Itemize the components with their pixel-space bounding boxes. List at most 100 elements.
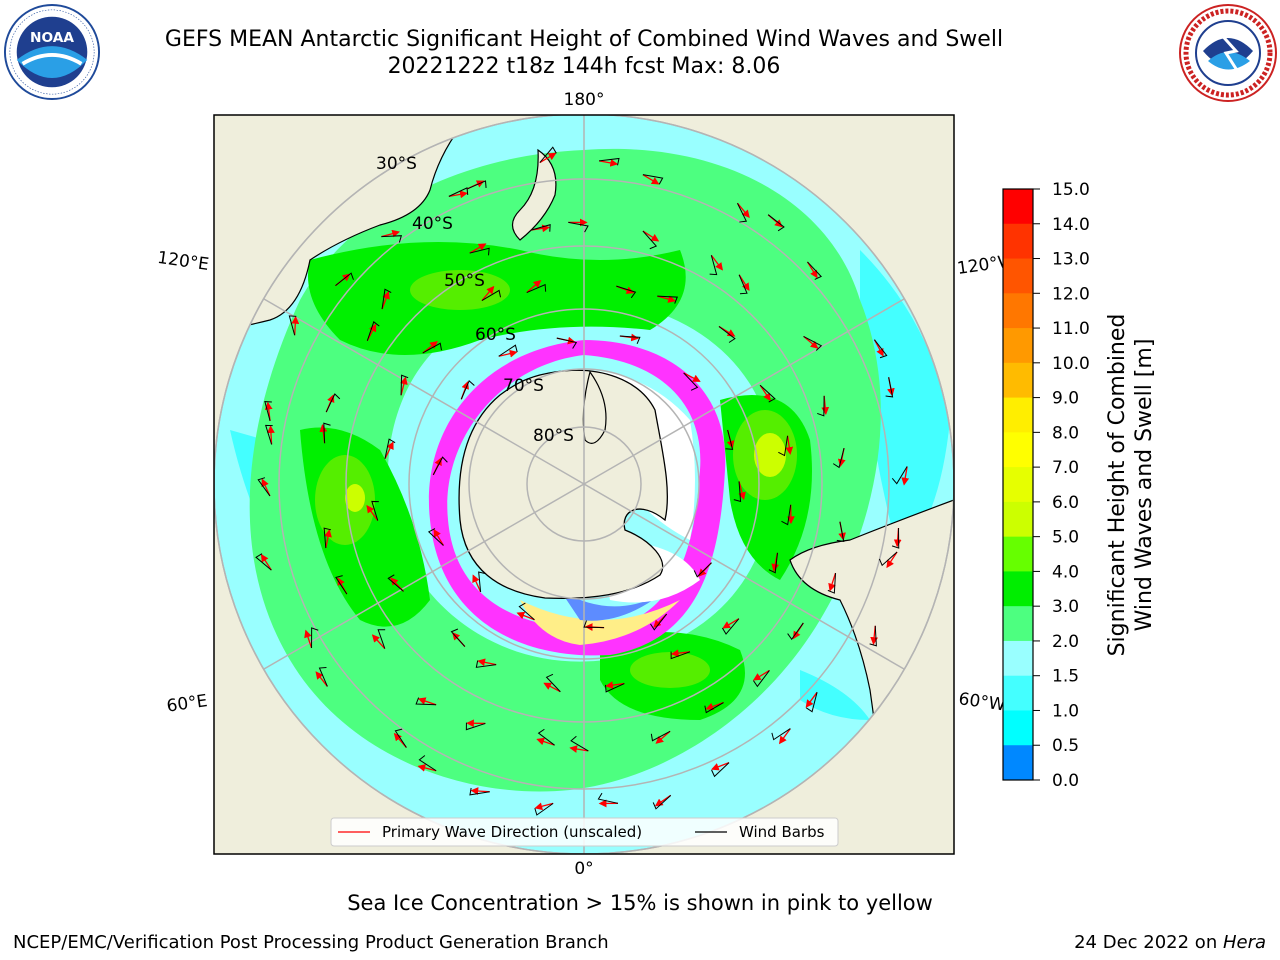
wave-direction-arrow [806,261,818,279]
wind-barb [534,802,554,816]
wind-barb [725,429,734,450]
wind-barb [874,339,888,359]
footer-date-text: 24 Dec 2022 on [1074,932,1223,953]
wave-direction-arrow [886,551,898,569]
colorbar-tick-label: 14.0 [1052,215,1090,235]
wind-barb [738,274,748,295]
colorbar-tick-label: 10.0 [1052,354,1090,374]
colorbar-swatch [1003,293,1033,329]
wind-barb [465,722,486,731]
wave-direction-arrow [381,229,401,238]
colorbar-tick-label: 13.0 [1052,250,1090,270]
colorbar-tick-label: 7.0 [1052,458,1079,478]
wind-barb [371,500,379,521]
wave-direction-arrow [655,730,671,744]
colorbar-tick-label: 8.0 [1052,423,1079,443]
wind-barb [807,261,822,280]
wave-direction-arrow [481,285,495,302]
sea-ice-yellow [520,600,680,645]
wind-barb [778,435,789,457]
wind-barb [432,456,448,476]
colorbar-tick-label: 12.0 [1052,284,1090,304]
wave-direction-arrow [738,481,746,501]
wave-band-1-5m [800,670,870,720]
wave-direction-arrow [304,629,313,649]
wave-band-5-6m [315,455,375,545]
lat-label-80s: 80°S [533,426,574,446]
wind-barb [650,730,671,742]
wind-barb [335,575,348,595]
wind-barb [805,692,818,713]
wave-direction-arrow [477,658,497,667]
wind-barb [827,573,837,594]
wave-direction-arrow [710,254,723,271]
wind-barb [450,628,466,647]
wind-barb [422,342,442,354]
wind-barb [781,504,792,526]
lat-label-70s: 70°S [503,376,544,396]
wind-barb [604,683,625,693]
wave-direction-arrow [260,553,272,571]
wind-barb [768,552,778,574]
wave-direction-arrow [805,691,818,708]
wind-barb [693,562,712,578]
colorbar-tick-label: 11.0 [1052,319,1090,339]
colorbar-label-line1: Significant Height of Combined [1105,314,1130,657]
wind-barb [878,551,898,567]
footer-credit: NCEP/EMC/Verification Post Processing Pr… [13,932,609,953]
colorbar-swatch [1003,745,1033,781]
wind-barb [288,315,297,336]
wind-barb [377,629,386,649]
wind-barb [475,660,497,668]
noaa-logo-text: NOAA [30,30,74,46]
wind-barb [733,481,742,503]
wind-barb [642,230,658,250]
wave-direction-arrow [371,634,386,650]
wave-direction-arrow [417,764,437,772]
colorbar-swatch [1003,501,1033,538]
wind-barb [753,670,770,688]
wind-barb [318,667,328,687]
wave-direction-arrow [803,335,819,349]
colorbar-swatch [1003,189,1033,225]
wave-direction-arrow [536,737,555,746]
chart-title: GEFS MEAN Antarctic Significant Height o… [164,27,1004,52]
colorbar-swatch [1003,571,1033,607]
colorbar-swatch [1003,432,1033,468]
wave-direction-arrow [605,681,625,689]
wave-band-6-7m [345,484,365,512]
lon-label-0: 0° [574,859,593,879]
wave-direction-arrow [469,243,487,254]
antarctica-land [458,369,668,600]
wave-direction-arrow [722,618,740,629]
wave-direction-arrow [752,669,770,681]
wind-barb [323,527,332,549]
graticule [214,115,954,854]
wind-barb [771,728,791,741]
wind-barb [767,214,785,232]
footer-date: 24 Dec 2022 on Hera [1074,932,1266,953]
wind-barb [787,622,804,641]
lat-label-30s: 30°S [376,154,417,174]
wind-barb [366,321,380,341]
wind-barb [759,384,776,403]
legend-arrow-label: Primary Wave Direction (unscaled) [382,823,642,841]
colorbar-tick-label: 0.5 [1052,736,1079,756]
wind-barb [539,146,557,163]
colorbar-swatch [1003,606,1033,642]
wind-barb [657,295,678,304]
colorbar-tick-label: 5.0 [1052,528,1079,548]
wave-direction-arrow [736,202,750,219]
colorbar-swatch [1003,328,1033,364]
wave-direction-arrow [267,425,275,445]
colorbar-swatch [1003,675,1033,711]
wind-barb [415,697,437,706]
wind-barb [568,221,589,233]
wind-barb [652,794,672,810]
colorbar-tick-label: 4.0 [1052,562,1079,582]
wind-barb [891,528,900,549]
wave-direction-arrow [642,174,660,185]
wind-barb [518,602,535,621]
wind-barb [335,272,354,287]
wind-barb [478,571,486,592]
